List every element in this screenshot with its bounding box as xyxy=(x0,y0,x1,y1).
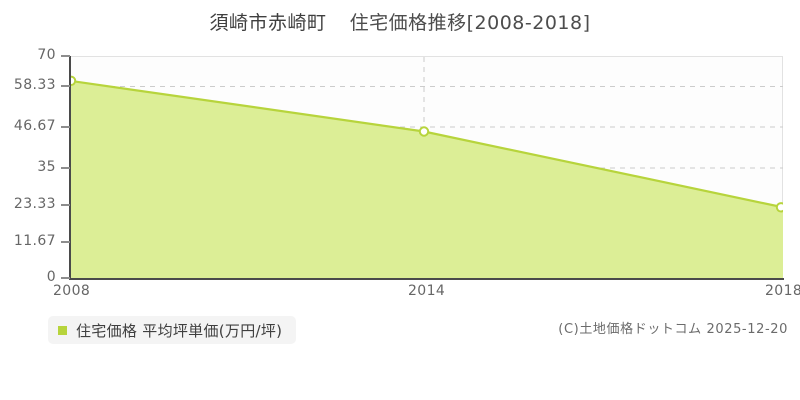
x-axis-label-2018: 2018 xyxy=(765,283,800,299)
y-tick-70 xyxy=(61,55,70,57)
y-axis xyxy=(69,56,71,279)
y-axis-label-46-67: 46.67 xyxy=(13,118,56,134)
x-axis-label-2014: 2014 xyxy=(408,283,446,299)
y-tick-58-33 xyxy=(61,85,70,87)
data-point-2008[interactable] xyxy=(70,75,77,86)
copyright-credit: (C)土地価格ドットコム 2025-12-20 xyxy=(558,322,788,337)
y-axis-label-23-33: 23.33 xyxy=(13,196,56,212)
y-axis-label-11-67: 11.67 xyxy=(13,233,56,249)
data-point-2018[interactable] xyxy=(775,202,783,213)
y-axis-label-35: 35 xyxy=(37,159,56,175)
y-tick-23-33 xyxy=(61,204,70,206)
y-axis-label-0: 0 xyxy=(46,269,56,285)
y-axis-label-58-33: 58.33 xyxy=(13,77,56,93)
legend-item-label: 住宅価格 平均坪単価(万円/坪) xyxy=(76,321,283,340)
y-tick-35 xyxy=(61,167,70,169)
chart-plot-area xyxy=(70,56,783,279)
chart-canvas xyxy=(70,57,783,279)
data-point-2014[interactable] xyxy=(418,126,430,137)
chart-title-metric: 住宅価格推移[2008-2018] xyxy=(349,12,591,34)
y-tick-0 xyxy=(61,277,70,279)
legend-color-swatch-icon xyxy=(58,325,67,335)
chart-title-region: 須崎市赤崎町 xyxy=(209,12,327,34)
y-tick-11-67 xyxy=(61,241,70,243)
x-axis-label-2008: 2008 xyxy=(53,283,91,299)
page-title: 須崎市赤崎町 住宅価格推移[2008-2018] xyxy=(0,8,800,35)
y-tick-46-67 xyxy=(61,126,70,128)
y-axis-label-70: 70 xyxy=(37,47,56,63)
series-markers xyxy=(70,75,783,213)
series-area-fill xyxy=(70,80,783,279)
chart-legend[interactable]: 住宅価格 平均坪単価(万円/坪) xyxy=(48,316,297,344)
x-axis xyxy=(69,278,784,280)
